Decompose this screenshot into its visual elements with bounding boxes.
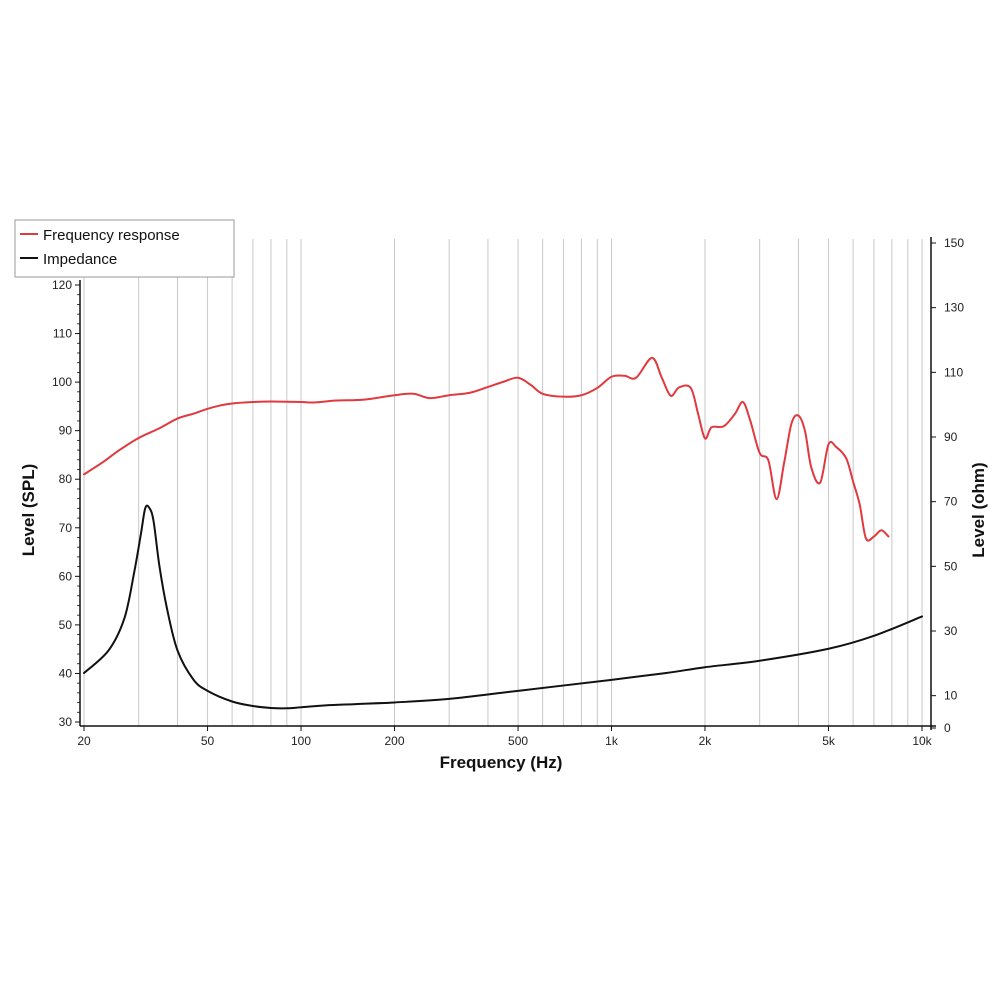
y-tick-label: 60 bbox=[59, 569, 73, 583]
x-tick-label: 5k bbox=[822, 734, 836, 748]
y2-tick-label: 110 bbox=[944, 365, 963, 379]
y2-tick-label: 150 bbox=[944, 236, 964, 250]
grid bbox=[83, 239, 923, 726]
y-tick-label: 120 bbox=[52, 278, 72, 292]
x-tick-label: 1k bbox=[605, 734, 619, 748]
y-tick-label: 40 bbox=[59, 666, 73, 680]
frequency-response-line bbox=[83, 356, 890, 542]
impedance-line bbox=[83, 504, 923, 710]
legend: Frequency response Impedance bbox=[14, 219, 235, 278]
tick-labels: 20 50 100 200 500 1k 2k 5k 10k304050607080901001… bbox=[52, 236, 964, 748]
legend-label-frequency-response: Frequency response bbox=[43, 227, 180, 244]
y2-tick-label: 10 bbox=[944, 689, 958, 703]
x-tick-label: 20 bbox=[77, 734, 91, 748]
y-tick-label: 100 bbox=[52, 375, 72, 389]
y2-tick-label: 30 bbox=[944, 624, 958, 638]
y2-tick-label: 0 bbox=[944, 721, 951, 735]
y2-tick-label: 50 bbox=[944, 559, 958, 573]
x-tick-label: 50 bbox=[201, 734, 215, 748]
x-tick-label: 200 bbox=[384, 734, 404, 748]
y-tick-label: 50 bbox=[59, 618, 73, 632]
x-tick-label: 500 bbox=[508, 734, 528, 748]
y-tick-label: 90 bbox=[59, 424, 73, 438]
y-axis-title: Level (SPL) bbox=[19, 464, 38, 557]
legend-label-impedance: Impedance bbox=[43, 251, 117, 268]
y-tick-label: 70 bbox=[59, 521, 73, 535]
y2-tick-label: 90 bbox=[944, 430, 958, 444]
x-tick-label: 2k bbox=[699, 734, 713, 748]
x-tick-label: 100 bbox=[291, 734, 311, 748]
axes bbox=[79, 237, 936, 730]
y2-tick-label: 130 bbox=[944, 301, 964, 315]
y2-axis-title: Level (ohm) bbox=[969, 462, 988, 557]
legend-box bbox=[14, 219, 235, 278]
series-lines bbox=[83, 356, 923, 710]
y-tick-label: 80 bbox=[59, 472, 73, 486]
y-tick-label: 30 bbox=[59, 715, 73, 729]
y-tick-label: 110 bbox=[53, 327, 72, 341]
x-tick-label: 10k bbox=[912, 734, 932, 748]
x-axis-title: Frequency (Hz) bbox=[440, 753, 563, 772]
y2-tick-label: 70 bbox=[944, 495, 958, 509]
